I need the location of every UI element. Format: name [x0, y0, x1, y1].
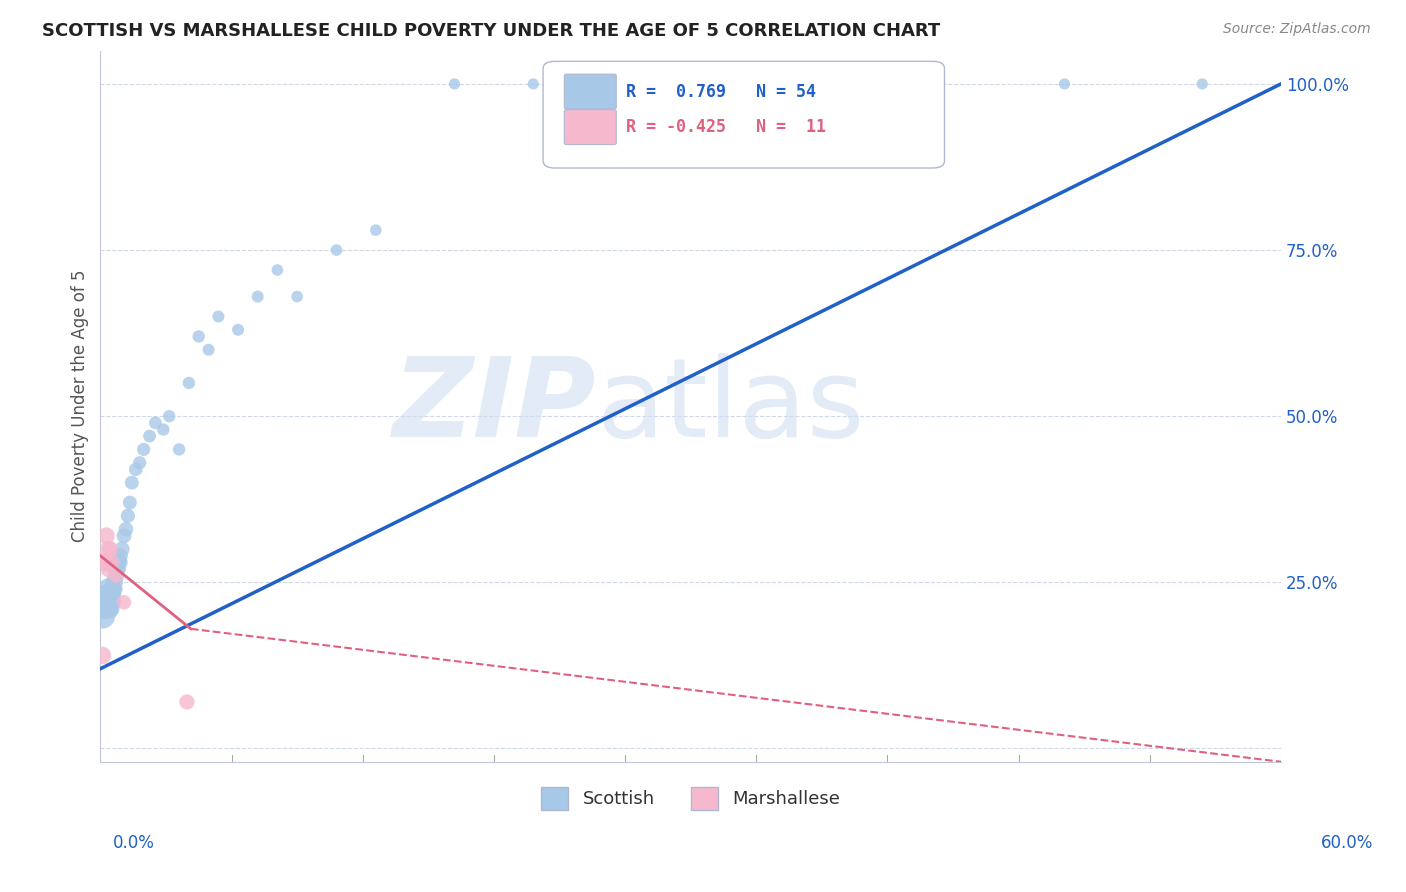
Point [132, 442, 155, 457]
Point [91, 648, 114, 663]
Point [97, 602, 120, 616]
Point [915, 77, 938, 91]
Point [97, 562, 120, 576]
Point [98, 542, 121, 557]
Point [115, 522, 138, 536]
Point [1191, 77, 1213, 91]
Text: R =  0.769   N = 54: R = 0.769 N = 54 [626, 83, 815, 101]
Point [93, 595, 115, 609]
Legend: Scottish, Marshallese: Scottish, Marshallese [534, 780, 848, 817]
Point [96, 602, 118, 616]
Point [101, 582, 124, 596]
Point [111, 542, 134, 557]
Point [125, 462, 148, 476]
Point [101, 589, 124, 603]
Text: Source: ZipAtlas.com: Source: ZipAtlas.com [1223, 22, 1371, 37]
Point [98, 589, 121, 603]
Point [107, 555, 129, 569]
FancyBboxPatch shape [564, 110, 616, 145]
Point [443, 77, 465, 91]
Point [285, 289, 308, 303]
Point [103, 575, 125, 590]
Point [197, 343, 219, 357]
Point [157, 409, 180, 424]
Point [364, 223, 387, 237]
Point [103, 582, 125, 596]
Point [105, 568, 128, 582]
Point [167, 442, 190, 457]
Point [108, 555, 131, 569]
FancyBboxPatch shape [543, 62, 945, 168]
Point [98, 595, 121, 609]
Point [107, 562, 129, 576]
Point [640, 77, 662, 91]
Point [97, 595, 120, 609]
Point [1053, 77, 1076, 91]
Text: R = -0.425   N =  11: R = -0.425 N = 11 [626, 119, 825, 136]
Point [187, 329, 209, 343]
Point [112, 529, 135, 543]
Point [117, 508, 139, 523]
Point [98, 602, 121, 616]
Text: atlas: atlas [596, 352, 865, 459]
Point [226, 323, 249, 337]
Point [138, 429, 160, 443]
Point [522, 77, 544, 91]
Point [325, 243, 347, 257]
Point [266, 263, 288, 277]
Point [176, 695, 198, 709]
Point [145, 416, 167, 430]
Point [96, 555, 118, 569]
Point [96, 589, 118, 603]
Text: 60.0%: 60.0% [1320, 834, 1374, 852]
Point [121, 475, 143, 490]
Point [207, 310, 229, 324]
Point [778, 77, 800, 91]
Y-axis label: Child Poverty Under the Age of 5: Child Poverty Under the Age of 5 [72, 270, 89, 542]
Point [105, 568, 128, 582]
Point [97, 542, 120, 557]
Point [97, 582, 120, 596]
Text: ZIP: ZIP [392, 352, 596, 459]
Point [246, 289, 269, 303]
FancyBboxPatch shape [564, 74, 616, 109]
Point [101, 555, 124, 569]
Point [91, 608, 114, 623]
Text: SCOTTISH VS MARSHALLESE CHILD POVERTY UNDER THE AGE OF 5 CORRELATION CHART: SCOTTISH VS MARSHALLESE CHILD POVERTY UN… [42, 22, 941, 40]
Point [112, 595, 135, 609]
Text: 0.0%: 0.0% [112, 834, 155, 852]
Point [105, 562, 128, 576]
Point [93, 602, 115, 616]
Point [108, 549, 131, 563]
Point [152, 422, 174, 436]
Point [96, 595, 118, 609]
Point [93, 555, 115, 569]
Point [118, 495, 141, 509]
Point [177, 376, 200, 390]
Point [128, 456, 150, 470]
Point [101, 595, 124, 609]
Point [96, 529, 118, 543]
